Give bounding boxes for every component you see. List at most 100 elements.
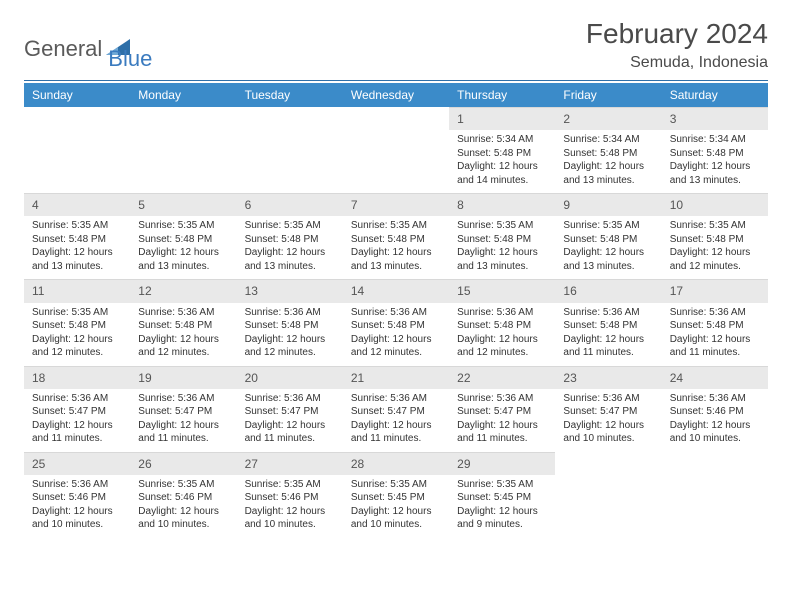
brand-logo: General Blue [24, 18, 152, 72]
sunrise-line: Sunrise: 5:35 AM [245, 478, 335, 492]
cell-body: Sunrise: 5:36 AMSunset: 5:47 PMDaylight:… [449, 389, 555, 452]
day-number: 24 [662, 366, 768, 389]
sunrise-line: Sunrise: 5:35 AM [32, 219, 122, 233]
day-header: Thursday [449, 83, 555, 107]
daylight-line1: Daylight: 12 hours [138, 419, 228, 433]
day-number: 22 [449, 366, 555, 389]
sunset-line: Sunset: 5:48 PM [457, 233, 547, 247]
cell-body: Sunrise: 5:35 AMSunset: 5:48 PMDaylight:… [24, 303, 130, 366]
cell-body [237, 130, 343, 139]
sunset-line: Sunset: 5:48 PM [351, 319, 441, 333]
sunset-line: Sunset: 5:48 PM [32, 319, 122, 333]
daylight-line2: and 10 minutes. [138, 518, 228, 532]
day-header: Tuesday [237, 83, 343, 107]
daylight-line2: and 13 minutes. [351, 260, 441, 274]
daylight-line2: and 11 minutes. [245, 432, 335, 446]
sunrise-line: Sunrise: 5:35 AM [351, 478, 441, 492]
sunset-line: Sunset: 5:47 PM [457, 405, 547, 419]
daylight-line1: Daylight: 12 hours [245, 505, 335, 519]
cell-body: Sunrise: 5:36 AMSunset: 5:47 PMDaylight:… [343, 389, 449, 452]
sunrise-line: Sunrise: 5:35 AM [563, 219, 653, 233]
sunrise-line: Sunrise: 5:36 AM [563, 306, 653, 320]
daylight-line2: and 12 minutes. [138, 346, 228, 360]
daylight-line1: Daylight: 12 hours [563, 246, 653, 260]
sunset-line: Sunset: 5:46 PM [245, 491, 335, 505]
day-number [555, 452, 661, 475]
cell-body [24, 130, 130, 139]
brand-word1: General [24, 36, 102, 62]
sunrise-line: Sunrise: 5:36 AM [351, 392, 441, 406]
daylight-line2: and 13 minutes. [563, 260, 653, 274]
daylight-line2: and 14 minutes. [457, 174, 547, 188]
cell-body: Sunrise: 5:36 AMSunset: 5:48 PMDaylight:… [662, 303, 768, 366]
cell-body: Sunrise: 5:35 AMSunset: 5:48 PMDaylight:… [130, 216, 236, 279]
daylight-line1: Daylight: 12 hours [351, 333, 441, 347]
cell-body: Sunrise: 5:36 AMSunset: 5:48 PMDaylight:… [555, 303, 661, 366]
sunset-line: Sunset: 5:48 PM [670, 147, 760, 161]
daylight-line1: Daylight: 12 hours [138, 505, 228, 519]
daylight-line1: Daylight: 12 hours [563, 419, 653, 433]
sunrise-line: Sunrise: 5:35 AM [457, 219, 547, 233]
cell-body: Sunrise: 5:35 AMSunset: 5:46 PMDaylight:… [130, 475, 236, 538]
daylight-line2: and 13 minutes. [563, 174, 653, 188]
calendar-cell: 13Sunrise: 5:36 AMSunset: 5:48 PMDayligh… [237, 279, 343, 365]
cell-body: Sunrise: 5:35 AMSunset: 5:48 PMDaylight:… [662, 216, 768, 279]
calendar-cell: 4Sunrise: 5:35 AMSunset: 5:48 PMDaylight… [24, 193, 130, 279]
calendar-cell: 7Sunrise: 5:35 AMSunset: 5:48 PMDaylight… [343, 193, 449, 279]
calendar-cell [343, 107, 449, 193]
calendar-cell: 3Sunrise: 5:34 AMSunset: 5:48 PMDaylight… [662, 107, 768, 193]
day-number: 5 [130, 193, 236, 216]
day-number: 21 [343, 366, 449, 389]
calendar-cell: 19Sunrise: 5:36 AMSunset: 5:47 PMDayligh… [130, 366, 236, 452]
cell-body: Sunrise: 5:34 AMSunset: 5:48 PMDaylight:… [662, 130, 768, 193]
day-number: 13 [237, 279, 343, 302]
day-number: 3 [662, 107, 768, 130]
daylight-line2: and 11 minutes. [138, 432, 228, 446]
daylight-line2: and 13 minutes. [245, 260, 335, 274]
cell-body: Sunrise: 5:34 AMSunset: 5:48 PMDaylight:… [555, 130, 661, 193]
daylight-line1: Daylight: 12 hours [245, 419, 335, 433]
day-number: 27 [237, 452, 343, 475]
calendar-cell: 6Sunrise: 5:35 AMSunset: 5:48 PMDaylight… [237, 193, 343, 279]
sunset-line: Sunset: 5:48 PM [245, 319, 335, 333]
daylight-line1: Daylight: 12 hours [351, 246, 441, 260]
calendar-cell: 15Sunrise: 5:36 AMSunset: 5:48 PMDayligh… [449, 279, 555, 365]
calendar-cell [237, 107, 343, 193]
cell-body: Sunrise: 5:36 AMSunset: 5:48 PMDaylight:… [237, 303, 343, 366]
brand-word2: Blue [108, 26, 152, 72]
sunrise-line: Sunrise: 5:34 AM [457, 133, 547, 147]
day-number: 2 [555, 107, 661, 130]
calendar-cell: 29Sunrise: 5:35 AMSunset: 5:45 PMDayligh… [449, 452, 555, 538]
daylight-line2: and 10 minutes. [245, 518, 335, 532]
day-number: 29 [449, 452, 555, 475]
cell-body: Sunrise: 5:36 AMSunset: 5:48 PMDaylight:… [449, 303, 555, 366]
daylight-line1: Daylight: 12 hours [457, 160, 547, 174]
calendar-cell: 11Sunrise: 5:35 AMSunset: 5:48 PMDayligh… [24, 279, 130, 365]
calendar-cell [130, 107, 236, 193]
cell-body: Sunrise: 5:36 AMSunset: 5:47 PMDaylight:… [130, 389, 236, 452]
sunrise-line: Sunrise: 5:36 AM [563, 392, 653, 406]
daylight-line2: and 12 minutes. [245, 346, 335, 360]
cell-body: Sunrise: 5:36 AMSunset: 5:48 PMDaylight:… [343, 303, 449, 366]
daylight-line1: Daylight: 12 hours [670, 419, 760, 433]
day-number [130, 107, 236, 130]
calendar-cell: 5Sunrise: 5:35 AMSunset: 5:48 PMDaylight… [130, 193, 236, 279]
cell-body: Sunrise: 5:36 AMSunset: 5:48 PMDaylight:… [130, 303, 236, 366]
sunset-line: Sunset: 5:47 PM [351, 405, 441, 419]
sunrise-line: Sunrise: 5:36 AM [351, 306, 441, 320]
cell-body: Sunrise: 5:36 AMSunset: 5:47 PMDaylight:… [237, 389, 343, 452]
calendar-cell: 21Sunrise: 5:36 AMSunset: 5:47 PMDayligh… [343, 366, 449, 452]
sunrise-line: Sunrise: 5:35 AM [138, 219, 228, 233]
sunset-line: Sunset: 5:47 PM [32, 405, 122, 419]
daylight-line2: and 12 minutes. [32, 346, 122, 360]
sunrise-line: Sunrise: 5:34 AM [563, 133, 653, 147]
calendar-cell: 8Sunrise: 5:35 AMSunset: 5:48 PMDaylight… [449, 193, 555, 279]
cell-body: Sunrise: 5:35 AMSunset: 5:46 PMDaylight:… [237, 475, 343, 538]
day-number: 6 [237, 193, 343, 216]
day-number: 15 [449, 279, 555, 302]
daylight-line1: Daylight: 12 hours [457, 246, 547, 260]
cell-body [662, 475, 768, 484]
day-number [24, 107, 130, 130]
daylight-line2: and 10 minutes. [32, 518, 122, 532]
calendar-cell: 16Sunrise: 5:36 AMSunset: 5:48 PMDayligh… [555, 279, 661, 365]
